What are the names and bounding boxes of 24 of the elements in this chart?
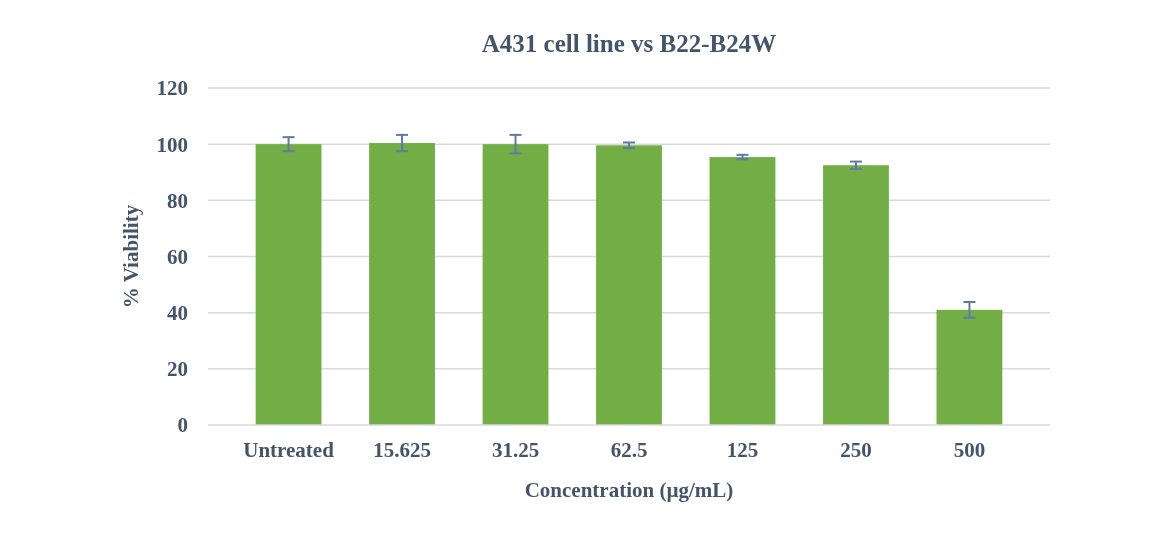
y-tick-label: 20 — [167, 357, 188, 382]
x-tick-label: 500 — [953, 438, 986, 462]
y-tick-label: 100 — [156, 132, 188, 157]
x-tick-label: 15.625 — [373, 438, 431, 462]
y-tick-label: 80 — [167, 188, 188, 213]
bar — [369, 143, 435, 425]
bar — [823, 165, 889, 425]
y-tick-label: 120 — [156, 76, 188, 101]
x-tick-label: 31.25 — [491, 438, 540, 462]
x-tick-label: 250 — [840, 438, 872, 462]
chart-title: A431 cell line vs B22-B24W — [481, 30, 777, 57]
x-tick-label: Untreated — [243, 438, 335, 462]
bar — [936, 309, 1003, 425]
bar — [482, 144, 549, 425]
y-tick-label: 60 — [167, 244, 188, 269]
y-axis-title: % Viability — [119, 204, 143, 309]
bar — [709, 157, 776, 425]
bar — [596, 145, 662, 425]
x-tick-label: 62.5 — [610, 438, 648, 462]
x-axis-title: Concentration (µg/mL) — [524, 478, 734, 502]
y-tick-label: 40 — [167, 301, 188, 326]
x-tick-label: 125 — [726, 438, 759, 462]
y-tick-label: 0 — [177, 413, 188, 438]
bar — [255, 144, 322, 425]
